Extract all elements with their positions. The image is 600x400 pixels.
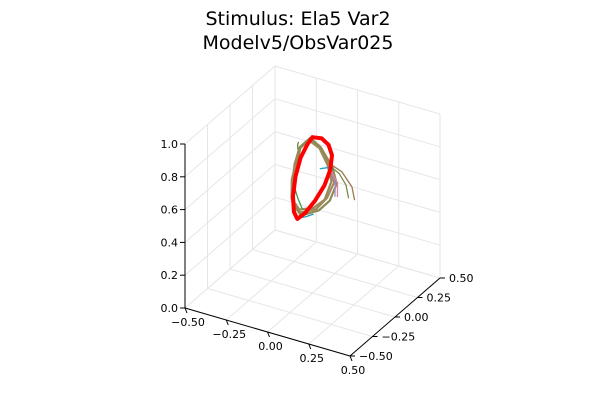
grid-line bbox=[184, 131, 276, 210]
trajectory-line bbox=[329, 165, 350, 199]
y-tick-label: 0.50 bbox=[449, 272, 474, 285]
x-tick-label: −0.25 bbox=[212, 328, 246, 341]
grid-line bbox=[184, 65, 276, 145]
grid-line bbox=[184, 98, 276, 178]
x-tick-mark bbox=[267, 331, 270, 338]
grid-line bbox=[184, 164, 276, 243]
grid-line bbox=[229, 268, 396, 318]
z-tick-label: 1.0 bbox=[161, 138, 179, 151]
axes-layer bbox=[180, 143, 445, 362]
x-tick-label: −0.50 bbox=[171, 316, 205, 329]
x-tick-mark bbox=[184, 307, 188, 314]
chart-title: Stimulus: Ela5 Var2 bbox=[205, 8, 390, 30]
z-tick-label: 0.0 bbox=[161, 302, 179, 315]
grid-line bbox=[274, 196, 441, 246]
trajectory-line bbox=[328, 162, 356, 201]
y-tick-label: 0.00 bbox=[404, 311, 429, 324]
grid-line bbox=[274, 163, 441, 213]
grid-line bbox=[252, 249, 418, 298]
grid-line bbox=[274, 131, 441, 181]
z-tick-label: 0.4 bbox=[161, 236, 179, 249]
stimulus-series bbox=[291, 135, 334, 221]
grid-line bbox=[207, 288, 373, 337]
y-tick-label: −0.50 bbox=[359, 350, 393, 363]
trajectory-line bbox=[296, 141, 300, 150]
trajectory-line bbox=[331, 171, 339, 198]
x-tick-mark bbox=[308, 343, 312, 350]
tick-labels: −0.50−0.250.000.250.50−0.50−0.250.000.25… bbox=[161, 138, 474, 377]
x-tick-label: 0.50 bbox=[341, 364, 366, 377]
chart-subtitle: Modelv5/ObsVar025 bbox=[203, 32, 394, 54]
z-tick-label: 0.8 bbox=[161, 171, 179, 184]
grid-line bbox=[274, 65, 441, 115]
grid-line bbox=[184, 196, 276, 276]
x-tick-label: 0.25 bbox=[300, 352, 325, 365]
z-tick-label: 0.2 bbox=[161, 269, 179, 282]
x-tick-mark bbox=[225, 319, 229, 326]
stimulus-line bbox=[291, 135, 334, 221]
grid-line bbox=[274, 229, 441, 279]
x-tick-mark bbox=[349, 355, 353, 362]
z-tick-label: 0.6 bbox=[161, 204, 179, 217]
y-tick-label: 0.25 bbox=[427, 292, 452, 305]
y-tick-label: −0.25 bbox=[382, 331, 416, 344]
grid-line bbox=[274, 98, 441, 148]
grid-line bbox=[184, 229, 276, 309]
x-tick-label: 0.00 bbox=[258, 340, 283, 353]
